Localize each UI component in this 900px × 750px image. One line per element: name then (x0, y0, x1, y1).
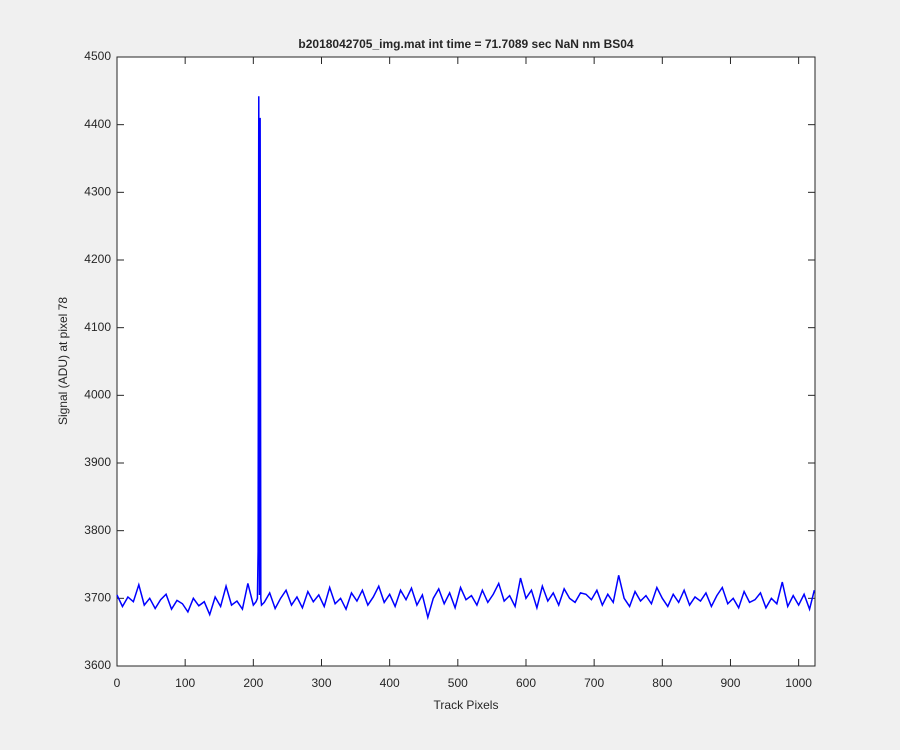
y-tick-label: 4200 (84, 252, 111, 266)
chart-title: b2018042705_img.mat int time = 71.7089 s… (298, 37, 634, 51)
x-tick-label: 700 (584, 676, 604, 690)
x-axis-label: Track Pixels (434, 698, 499, 712)
y-tick-label: 3900 (84, 455, 111, 469)
y-axis-label: Signal (ADU) at pixel 78 (56, 297, 70, 425)
plot-area (116, 56, 816, 667)
y-tick-label: 4300 (84, 185, 111, 199)
y-tick-label: 4500 (84, 49, 111, 63)
x-tick-label: 100 (175, 676, 195, 690)
y-tick-label: 3800 (84, 523, 111, 537)
y-tick-label: 4100 (84, 320, 111, 334)
y-tick-label: 4000 (84, 388, 111, 402)
x-tick-label: 200 (243, 676, 263, 690)
x-tick-label: 800 (652, 676, 672, 690)
x-tick-label: 500 (448, 676, 468, 690)
y-tick-label: 3700 (84, 591, 111, 605)
x-tick-label: 400 (380, 676, 400, 690)
x-tick-label: 0 (114, 676, 121, 690)
x-tick-label: 900 (720, 676, 740, 690)
x-tick-label: 300 (311, 676, 331, 690)
x-tick-label: 1000 (785, 676, 812, 690)
y-tick-label: 3600 (84, 658, 111, 672)
x-tick-label: 600 (516, 676, 536, 690)
y-tick-label: 4400 (84, 117, 111, 131)
data-line (116, 96, 816, 621)
